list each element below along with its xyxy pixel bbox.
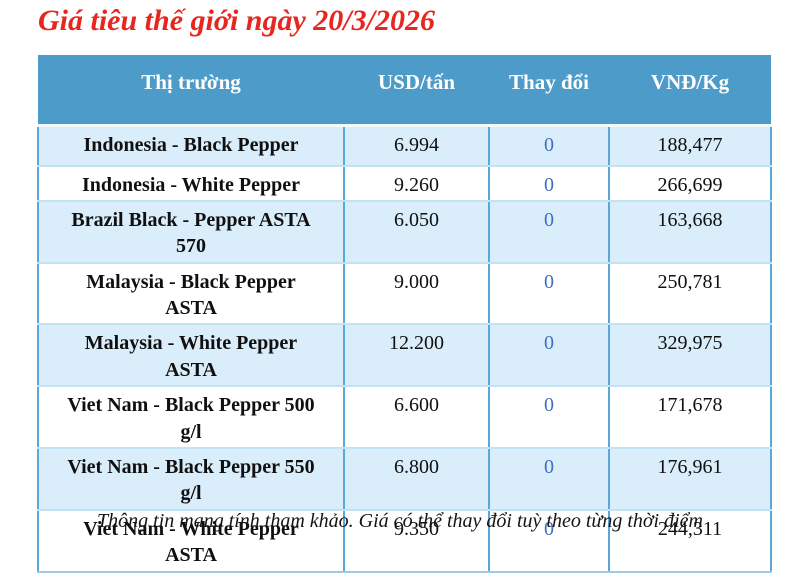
usd-price-cell: 6.800 [343, 447, 490, 511]
table-row: Brazil Black - Pepper ASTA 570 6.050 0 1… [37, 199, 772, 264]
table-row: Indonesia - Black Pepper 6.994 0 188,477 [37, 124, 772, 167]
table-row: Viet Nam - Black Pepper 500 g/l 6.600 0 … [37, 385, 772, 450]
market-name-cell: Viet Nam - Black Pepper 500 g/l [37, 385, 345, 450]
market-name-cell: Viet Nam - Black Pepper 550 g/l [37, 447, 345, 511]
change-cell: 0 [488, 124, 610, 167]
vnd-price-cell: 266,699 [608, 164, 772, 202]
change-cell: 0 [488, 447, 610, 511]
market-name-cell: Indonesia - Black Pepper [37, 124, 345, 167]
change-cell: 0 [488, 261, 610, 326]
usd-price-cell: 6.994 [343, 124, 490, 167]
vnd-price-cell: 171,678 [608, 385, 772, 450]
usd-price-cell: 9.260 [343, 164, 490, 202]
change-cell: 0 [488, 323, 610, 388]
usd-price-cell: 6.050 [343, 199, 490, 264]
change-cell: 0 [488, 385, 610, 450]
usd-price-cell: 6.600 [343, 385, 490, 450]
vnd-price-cell: 250,781 [608, 261, 772, 326]
market-name-cell: Brazil Black - Pepper ASTA 570 [37, 199, 345, 264]
table-row: Malaysia - White Pepper ASTA 12.200 0 32… [37, 323, 772, 388]
table-row: Indonesia - White Pepper 9.260 0 266,699 [37, 164, 772, 202]
pepper-price-table: Thị trường USD/tấn Thay đổi VNĐ/Kg Indon… [37, 55, 772, 573]
table-row: Malaysia - Black Pepper ASTA 9.000 0 250… [37, 261, 772, 326]
page-title: Giá tiêu thế giới ngày 20/3/2026 [38, 4, 435, 37]
market-name-cell: Malaysia - Black Pepper ASTA [37, 261, 345, 326]
market-name-cell: Malaysia - White Pepper ASTA [37, 323, 345, 388]
change-cell: 0 [488, 164, 610, 202]
column-header-market: Thị trường [38, 55, 344, 127]
column-header-vnd-per-kg: VNĐ/Kg [609, 55, 771, 127]
usd-price-cell: 12.200 [343, 323, 490, 388]
vnd-price-cell: 188,477 [608, 124, 772, 167]
vnd-price-cell: 163,668 [608, 199, 772, 264]
column-header-change: Thay đổi [489, 55, 609, 127]
disclaimer-note: Thông tin mang tính tham khảo. Giá có th… [97, 510, 703, 532]
table-header-row: Thị trường USD/tấn Thay đổi VNĐ/Kg [38, 55, 771, 127]
vnd-price-cell: 176,961 [608, 447, 772, 511]
column-header-usd-per-ton: USD/tấn [344, 55, 489, 127]
table-row: Viet Nam - Black Pepper 550 g/l 6.800 0 … [37, 447, 772, 511]
vnd-price-cell: 329,975 [608, 323, 772, 388]
change-cell: 0 [488, 199, 610, 264]
usd-price-cell: 9.000 [343, 261, 490, 326]
market-name-cell: Indonesia - White Pepper [37, 164, 345, 202]
